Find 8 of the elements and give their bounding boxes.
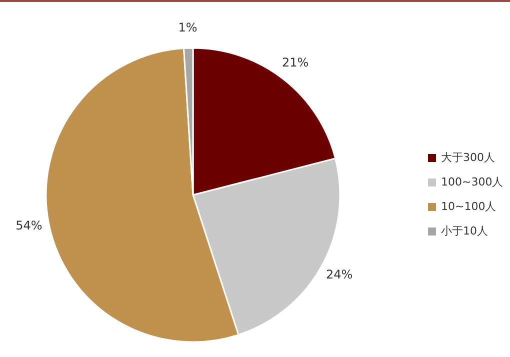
data-label: 54% — [16, 218, 42, 233]
legend-label: 100~300人 — [441, 176, 504, 189]
data-label: 21% — [282, 55, 309, 70]
data-label: 24% — [326, 268, 353, 282]
legend-label: 小于10人 — [441, 224, 488, 238]
legend-label: 10~100人 — [441, 200, 496, 214]
data-label: 1% — [178, 20, 198, 34]
legend-label: 大于300人 — [441, 151, 495, 164]
